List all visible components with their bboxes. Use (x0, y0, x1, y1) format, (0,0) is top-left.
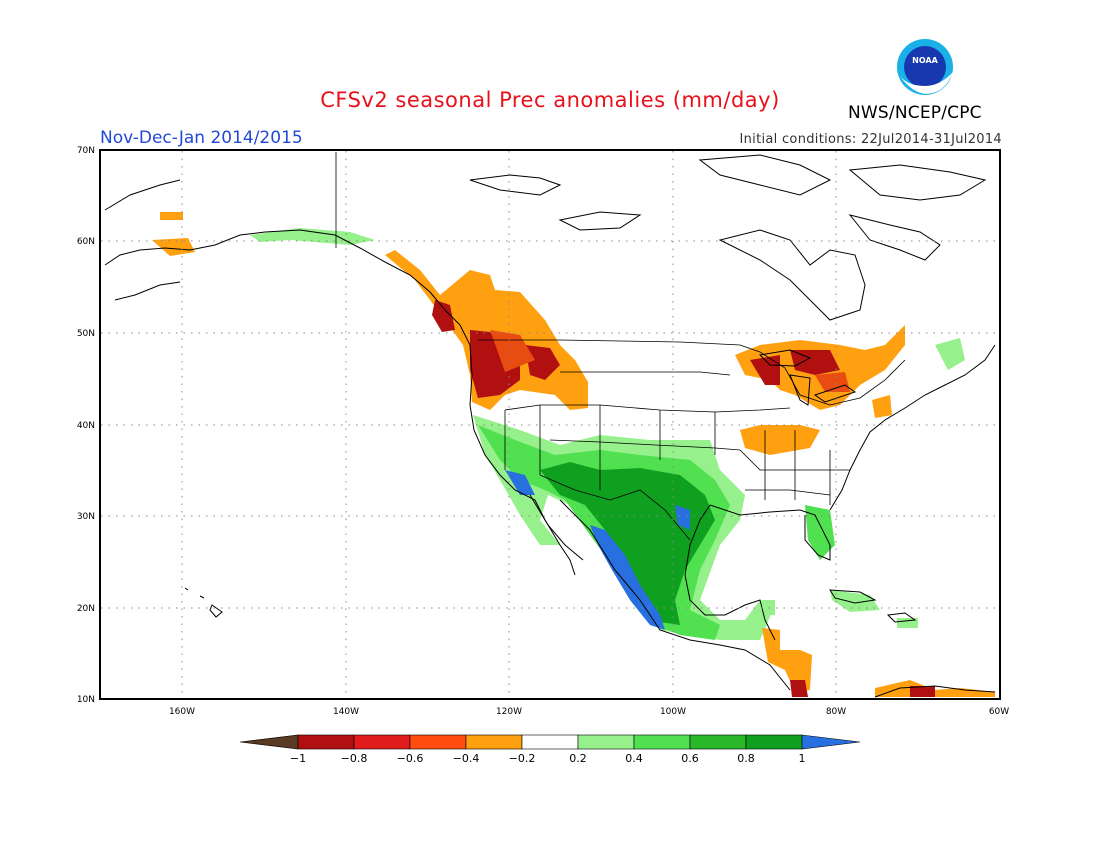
lon-label: 60W (989, 707, 1009, 717)
lat-axis: 70N 60N 50N 40N 30N 20N 10N (77, 146, 95, 705)
legend-tick-label: −0.6 (397, 752, 424, 765)
map-frame (99, 149, 1001, 700)
initial-conditions: Initial conditions: 22Jul2014-31Jul2014 (739, 132, 1002, 147)
political-borders (335, 152, 906, 541)
legend-swatch (577, 734, 635, 750)
legend-arrow-low (239, 734, 299, 750)
legend-swatch (353, 734, 411, 750)
legend-tick-label: −1 (290, 752, 306, 765)
dry-weak-region (740, 425, 820, 455)
wet-strong-region (540, 462, 715, 625)
legend-tick-label: −0.4 (453, 752, 480, 765)
lon-label: 120W (496, 707, 522, 717)
graticule (101, 151, 999, 698)
dry-weak-region (875, 680, 995, 697)
wet-weak-region (805, 505, 835, 560)
wet-extreme-region (505, 470, 535, 495)
lat-label: 30N (77, 512, 95, 522)
legend-arrow-high (801, 734, 861, 750)
dry-weak-region (762, 628, 812, 692)
forecast-period: Nov-Dec-Jan 2014/2015 (100, 128, 303, 148)
lat-label: 20N (77, 604, 95, 614)
legend-tick-label: 1 (799, 752, 806, 765)
legend-tick-label: 0.6 (681, 752, 699, 765)
dry-strong-region (790, 350, 840, 375)
wet-extreme-region (675, 505, 690, 530)
lat-label: 60N (77, 237, 95, 247)
wet-weak-region (250, 228, 375, 245)
color-legend: −1 −0.8 −0.6 −0.4 −0.2 0.2 0.4 0.6 0.8 1 (239, 734, 861, 765)
chart-title: CFSv2 seasonal Prec anomalies (mm/day) (320, 88, 780, 112)
legend-swatch (297, 734, 355, 750)
lon-label: 80W (826, 707, 846, 717)
dry-strong-region (750, 355, 780, 385)
legend-swatch (689, 734, 747, 750)
agency-label: NWS/NCEP/CPC (848, 103, 982, 123)
dry-weak-region (152, 238, 195, 256)
legend-swatch (465, 734, 523, 750)
dry-weak-region (160, 212, 183, 220)
legend-swatch (521, 734, 579, 750)
dry-strong-region (432, 300, 455, 332)
dry-strong-region (470, 330, 520, 398)
legend-tick-label: 0.4 (625, 752, 643, 765)
noaa-logo-text: NOAA (912, 56, 938, 65)
dry-strong-region (790, 680, 808, 697)
legend-swatch (633, 734, 691, 750)
lon-axis: 160W 140W 120W 100W 80W 60W (169, 707, 1009, 717)
dry-moderate-region (815, 372, 850, 392)
wet-weak-region (935, 338, 965, 370)
lon-label: 100W (660, 707, 686, 717)
lat-label: 10N (77, 695, 95, 705)
lat-label: 40N (77, 421, 95, 431)
legend-tick-label: −0.2 (509, 752, 536, 765)
dry-moderate-region (490, 330, 535, 372)
legend-tick-label: 0.2 (569, 752, 587, 765)
lon-label: 160W (169, 707, 195, 717)
dry-strong-region (910, 686, 935, 697)
wet-extreme-region (590, 525, 665, 630)
dry-weak-region (872, 395, 892, 418)
lat-label: 70N (77, 146, 95, 156)
lat-label: 50N (77, 329, 95, 339)
wet-weak-region (830, 590, 880, 612)
legend-swatch (745, 734, 803, 750)
anomaly-fields (152, 212, 995, 697)
legend-swatch (409, 734, 467, 750)
noaa-logo-icon: NOAA (897, 39, 953, 95)
legend-tick-label: 0.8 (737, 752, 755, 765)
legend-tick-label: −0.8 (341, 752, 368, 765)
dry-strong-region (525, 345, 560, 380)
coastlines (104, 154, 996, 698)
lon-label: 140W (333, 707, 359, 717)
